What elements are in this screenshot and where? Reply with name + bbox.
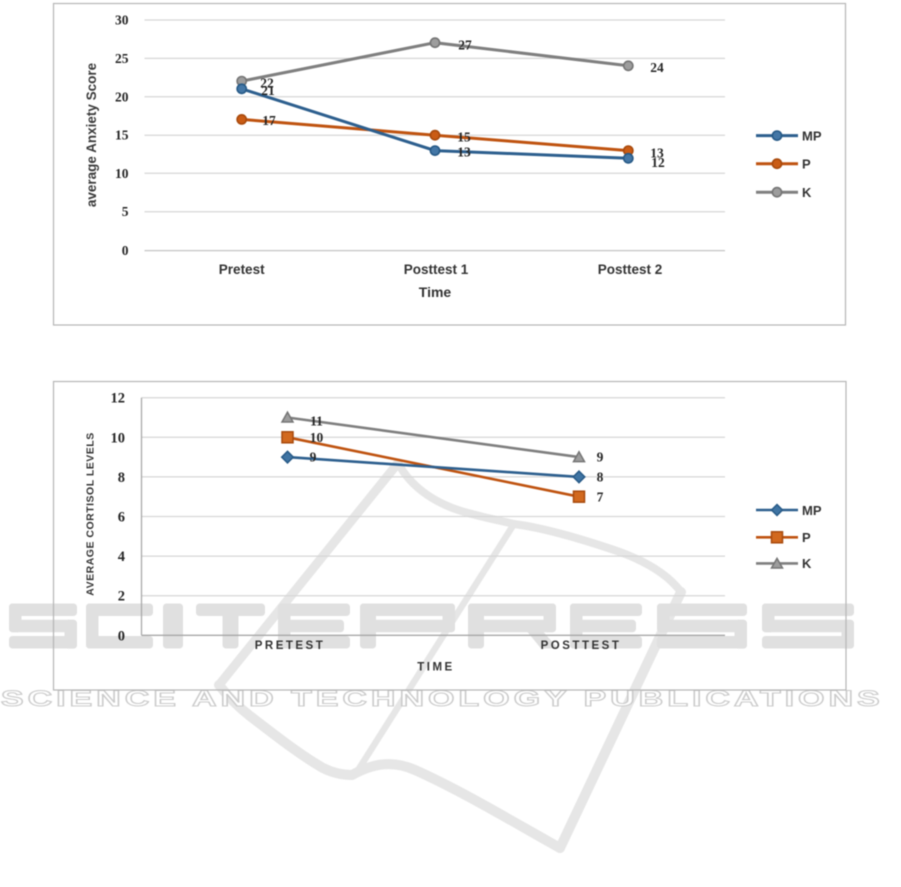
svg-text:0: 0: [122, 243, 129, 258]
svg-text:P: P: [802, 530, 811, 545]
svg-text:12: 12: [111, 391, 126, 407]
svg-text:average Anxiety Score: average Anxiety Score: [84, 62, 99, 207]
svg-text:30: 30: [115, 13, 129, 28]
svg-text:7: 7: [597, 489, 604, 504]
svg-text:21: 21: [261, 83, 275, 98]
svg-text:8: 8: [118, 470, 125, 486]
svg-text:10: 10: [111, 430, 126, 446]
svg-text:10: 10: [310, 430, 324, 445]
svg-text:25: 25: [115, 51, 129, 66]
svg-text:9: 9: [597, 450, 604, 465]
svg-text:AVERAGE CORTISOL LEVELS: AVERAGE CORTISOL LEVELS: [85, 432, 97, 595]
svg-text:8: 8: [597, 470, 604, 485]
svg-text:POSTTEST: POSTTEST: [541, 640, 622, 652]
svg-text:PRETEST: PRETEST: [255, 640, 326, 652]
svg-text:27: 27: [458, 38, 472, 53]
svg-text:0: 0: [118, 628, 125, 644]
svg-text:MP: MP: [802, 128, 822, 143]
svg-text:13: 13: [650, 146, 664, 161]
svg-text:15: 15: [115, 128, 129, 143]
svg-text:11: 11: [310, 413, 323, 428]
svg-text:6: 6: [118, 510, 125, 526]
svg-text:Time: Time: [419, 284, 452, 300]
svg-text:Pretest: Pretest: [219, 262, 265, 277]
svg-text:4: 4: [118, 549, 125, 565]
svg-text:22: 22: [260, 76, 274, 91]
svg-text:12: 12: [651, 155, 665, 170]
svg-text:15: 15: [457, 130, 471, 145]
svg-text:K: K: [802, 185, 812, 200]
svg-text:13: 13: [457, 145, 471, 160]
svg-text:24: 24: [650, 60, 664, 75]
svg-text:K: K: [802, 556, 812, 571]
svg-text:TIME: TIME: [417, 662, 454, 674]
svg-text:Posttest 2: Posttest 2: [598, 262, 663, 277]
svg-text:2: 2: [118, 589, 125, 605]
svg-text:9: 9: [310, 450, 317, 465]
svg-text:17: 17: [262, 113, 276, 128]
svg-text:P: P: [802, 157, 811, 172]
svg-text:Posttest 1: Posttest 1: [404, 262, 469, 277]
svg-text:20: 20: [115, 89, 129, 104]
svg-text:MP: MP: [802, 503, 822, 518]
svg-text:10: 10: [115, 166, 129, 181]
svg-text:5: 5: [122, 204, 129, 219]
